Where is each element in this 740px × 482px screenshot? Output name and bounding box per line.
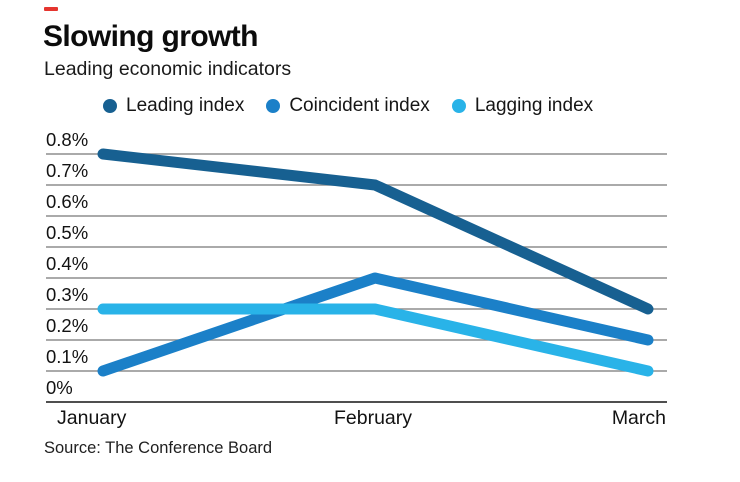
line-coincident-index [97, 272, 654, 377]
legend-dot-coincident-index [266, 99, 281, 113]
legend-label-leading-index: Leading index [126, 95, 245, 116]
legend-label-coincident-index: Coincident index [289, 95, 430, 116]
legend-dot-lagging-index [451, 99, 466, 113]
chart-title: Slowing growth [43, 20, 259, 53]
x-axis-label-february: February [333, 407, 413, 429]
y-axis-tick-label: 0.4% [46, 253, 89, 274]
y-axis-tick-label: 0.6% [46, 191, 89, 212]
y-axis-tick-label: 0.1% [46, 346, 89, 367]
source-attribution: Source: The Conference Board [44, 439, 273, 457]
y-axis-tick-label: 0% [46, 377, 73, 398]
y-axis-tick-label: 0.3% [46, 284, 89, 305]
chart-subtitle: Leading economic indicators [44, 58, 292, 80]
legend-item-leading-index: Leading index [103, 95, 244, 117]
legend-item-lagging-index: Lagging index [451, 95, 594, 117]
series-lines [97, 148, 654, 377]
x-axis-label-march: March [611, 407, 666, 429]
x-axis-label-january: January [57, 407, 127, 429]
line-leading-index [97, 148, 654, 315]
brand-accent-dash [44, 7, 58, 11]
legend-item-coincident-index: Coincident index [266, 95, 430, 117]
y-axis-tick-label: 0.2% [46, 315, 89, 336]
y-axis-tick-label: 0.7% [46, 160, 89, 181]
y-axis-tick-label: 0.5% [46, 222, 89, 243]
legend: Leading index Coincident index Lagging i… [103, 93, 593, 119]
line-lagging-index [97, 303, 654, 377]
legend-dot-leading-index [103, 99, 117, 113]
y-axis-tick-label: 0.8% [46, 129, 89, 150]
legend-label-lagging-index: Lagging index [474, 95, 594, 116]
